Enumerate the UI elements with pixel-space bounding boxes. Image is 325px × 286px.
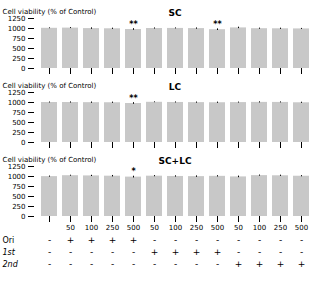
svg-text:1250: 1250 (7, 162, 26, 171)
svg-text:1000: 1000 (8, 173, 26, 181)
svg-text:-: - (195, 235, 198, 245)
svg-text:+: + (130, 235, 138, 245)
svg-text:-: - (237, 235, 240, 245)
svg-text:-: - (90, 247, 93, 257)
svg-text:**: ** (129, 94, 138, 103)
svg-text:-: - (132, 247, 135, 257)
svg-text:+: + (88, 235, 96, 245)
svg-text:100: 100 (85, 224, 98, 232)
svg-text:+: + (277, 259, 285, 269)
svg-text:1000: 1000 (8, 99, 26, 107)
svg-text:750: 750 (12, 35, 25, 43)
svg-text:-: - (111, 247, 114, 257)
svg-text:Cell viability (% of Control): Cell viability (% of Control) (3, 156, 97, 164)
svg-text:500: 500 (12, 45, 25, 53)
svg-text:0: 0 (21, 65, 25, 73)
svg-text:50: 50 (150, 224, 159, 232)
svg-text:100: 100 (253, 224, 266, 232)
svg-text:250: 250 (12, 203, 25, 211)
svg-text:LC: LC (169, 82, 182, 92)
svg-text:SC: SC (168, 8, 181, 18)
svg-text:500: 500 (12, 193, 25, 201)
svg-text:250: 250 (190, 224, 203, 232)
svg-text:250: 250 (12, 55, 25, 63)
svg-text:50: 50 (234, 224, 243, 232)
svg-text:-: - (216, 235, 219, 245)
svg-text:-: - (111, 259, 114, 269)
svg-text:1250: 1250 (7, 88, 26, 97)
svg-text:1st: 1st (3, 248, 16, 257)
svg-text:+: + (256, 259, 264, 269)
svg-text:+: + (172, 247, 180, 257)
svg-text:750: 750 (12, 109, 25, 117)
svg-text:-: - (69, 259, 72, 269)
svg-text:+: + (193, 247, 201, 257)
svg-text:500: 500 (211, 224, 224, 232)
svg-text:-: - (174, 235, 177, 245)
svg-text:-: - (216, 259, 219, 269)
svg-text:-: - (90, 259, 93, 269)
svg-text:-: - (300, 235, 303, 245)
svg-text:50: 50 (66, 224, 75, 232)
svg-text:250: 250 (274, 224, 287, 232)
svg-text:-: - (132, 259, 135, 269)
svg-text:-: - (258, 235, 261, 245)
svg-text:*: * (131, 167, 136, 176)
svg-text:0: 0 (21, 213, 25, 221)
svg-text:Cell viability (% of Control): Cell viability (% of Control) (3, 82, 97, 90)
svg-text:2nd: 2nd (3, 260, 19, 269)
svg-text:SC+LC: SC+LC (159, 156, 192, 166)
svg-text:-: - (300, 247, 303, 257)
svg-text:Cell viability (% of Control): Cell viability (% of Control) (3, 8, 97, 16)
svg-text:-: - (48, 247, 51, 257)
svg-text:-: - (69, 247, 72, 257)
svg-text:100: 100 (169, 224, 182, 232)
svg-text:500: 500 (12, 119, 25, 127)
svg-text:+: + (67, 235, 75, 245)
svg-text:-: - (153, 259, 156, 269)
svg-text:+: + (214, 247, 222, 257)
svg-text:**: ** (129, 20, 138, 29)
svg-text:250: 250 (106, 224, 119, 232)
svg-text:+: + (151, 247, 159, 257)
svg-text:-: - (48, 235, 51, 245)
svg-text:0: 0 (21, 139, 25, 147)
svg-text:750: 750 (12, 183, 25, 191)
svg-text:-: - (279, 235, 282, 245)
svg-text:-: - (279, 247, 282, 257)
svg-text:**: ** (213, 20, 222, 29)
svg-text:1000: 1000 (8, 25, 26, 33)
svg-text:+: + (109, 235, 117, 245)
svg-text:+: + (235, 259, 243, 269)
svg-text:-: - (174, 259, 177, 269)
svg-text:250: 250 (12, 129, 25, 137)
svg-text:1250: 1250 (7, 14, 26, 23)
svg-text:-: - (195, 259, 198, 269)
svg-text:-: - (48, 259, 51, 269)
svg-text:-: - (153, 235, 156, 245)
svg-text:Ori: Ori (3, 236, 15, 245)
svg-text:500: 500 (127, 224, 140, 232)
svg-text:+: + (298, 259, 306, 269)
svg-text:-: - (237, 247, 240, 257)
svg-text:-: - (258, 247, 261, 257)
svg-text:500: 500 (295, 224, 308, 232)
